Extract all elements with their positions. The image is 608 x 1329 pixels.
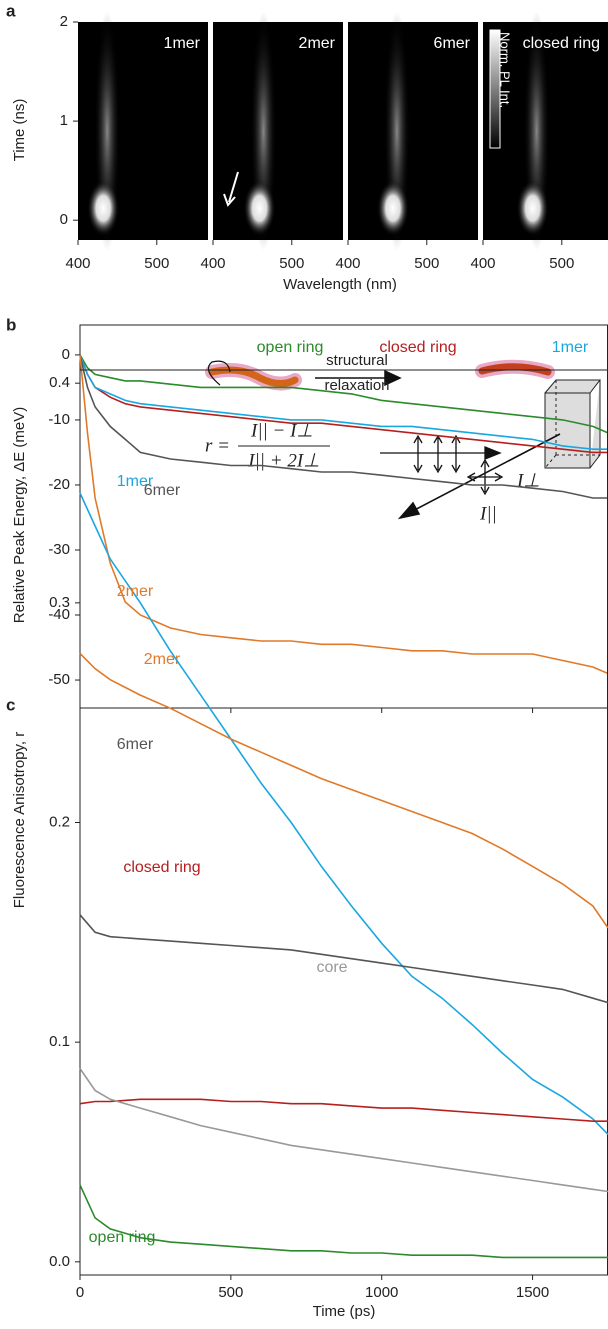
series-label: 6mer xyxy=(117,736,154,753)
emission-peak xyxy=(243,180,276,237)
colorbar-label: Norm. PL Int. xyxy=(498,32,513,108)
intensity-label: I⊥ xyxy=(516,470,540,491)
x-tick-label: 1000 xyxy=(365,1284,398,1301)
y-tick-label: 0.4 xyxy=(49,374,70,391)
x-tick-label: 1500 xyxy=(516,1284,549,1301)
series-line xyxy=(79,652,608,929)
x-tick-label: 500 xyxy=(414,255,439,272)
series-line xyxy=(79,914,608,1004)
series-label: 1mer xyxy=(552,339,589,356)
series-label: 2mer xyxy=(117,583,154,600)
y-tick-label: -50 xyxy=(48,671,70,688)
y-tick-label: 0 xyxy=(60,211,68,228)
y-axis-label: Relative Peak Energy, ΔE (meV) xyxy=(11,407,28,624)
series-line xyxy=(79,354,608,499)
rotation-arrow xyxy=(207,360,231,386)
y-tick-label: 0.3 xyxy=(49,594,70,611)
series-line xyxy=(79,492,608,1135)
panel-label: c xyxy=(6,695,15,714)
y-tick-label: -10 xyxy=(48,411,70,428)
formula: I|| − I⊥ xyxy=(250,420,313,441)
x-tick-label: 500 xyxy=(218,1284,243,1301)
y-axis-label: Fluorescence Anisotropy, r xyxy=(11,732,28,908)
series-label: open ring xyxy=(89,1229,156,1246)
series-label: core xyxy=(316,959,347,976)
excitation-arrow xyxy=(380,446,502,460)
x-tick-label: 400 xyxy=(65,255,90,272)
series-line xyxy=(79,354,608,450)
panel-name: 2mer xyxy=(299,35,336,52)
series-line xyxy=(79,354,608,434)
polarization xyxy=(466,458,504,496)
panel-name: 6mer xyxy=(434,35,471,52)
y-tick-label: 2 xyxy=(60,13,68,30)
colorbar xyxy=(489,29,501,149)
emission-peak xyxy=(87,180,120,237)
y-tick-label: 1 xyxy=(60,112,68,129)
heatmap-background xyxy=(348,22,478,240)
emission-arrow xyxy=(397,433,561,520)
series-line xyxy=(79,1184,608,1259)
panel-label: b xyxy=(6,315,16,334)
formula: r = xyxy=(205,435,230,456)
y-tick-label: 0 xyxy=(62,346,70,363)
y-tick-label: -20 xyxy=(48,476,70,493)
x-tick-label: 400 xyxy=(470,255,495,272)
annotation: relaxation xyxy=(324,377,389,394)
series-label: 1mer xyxy=(117,473,154,490)
arrow xyxy=(315,369,402,387)
cuvette xyxy=(544,379,602,469)
x-tick-label: 500 xyxy=(549,255,574,272)
x-tick-label: 500 xyxy=(279,255,304,272)
cuvette-edge xyxy=(544,454,600,469)
series-label: open ring xyxy=(257,339,324,356)
series-label: closed ring xyxy=(123,859,200,876)
x-tick-label: 400 xyxy=(200,255,225,272)
intensity-label: I|| xyxy=(479,503,497,524)
series-line xyxy=(79,354,608,454)
emission-peak xyxy=(516,180,549,237)
x-tick-label: 500 xyxy=(144,255,169,272)
series-line xyxy=(79,354,608,675)
series-line xyxy=(79,1098,608,1122)
x-axis-label: Wavelength (nm) xyxy=(283,276,397,293)
series-label: 2mer xyxy=(144,651,181,668)
plot-frame xyxy=(79,369,608,1276)
annotation-arrow xyxy=(223,171,239,207)
y-tick-label: -30 xyxy=(48,541,70,558)
y-tick-label: 0.1 xyxy=(49,1033,70,1050)
panel-name: closed ring xyxy=(523,35,600,52)
annotation: structural xyxy=(326,352,388,369)
y-tick-label: 0.2 xyxy=(49,813,70,830)
series-label: closed ring xyxy=(379,339,456,356)
y-tick-label: 0.0 xyxy=(49,1253,70,1270)
series-line xyxy=(79,1068,608,1193)
y-axis-label: Time (ns) xyxy=(11,99,28,162)
y-tick-label: -40 xyxy=(48,606,70,623)
heatmap-background xyxy=(213,22,343,240)
polarization xyxy=(413,434,461,474)
x-axis-label: Time (ps) xyxy=(313,1303,376,1320)
emission-peak xyxy=(376,180,409,237)
panel-name: 1mer xyxy=(164,35,201,52)
panel-label: a xyxy=(6,1,16,20)
inset-illustration: r = I|| − I⊥ I|| + 2I⊥ I⊥ I|| xyxy=(205,379,602,524)
x-tick-label: 0 xyxy=(76,1284,84,1301)
series-label: 6mer xyxy=(144,482,181,499)
x-tick-label: 400 xyxy=(335,255,360,272)
